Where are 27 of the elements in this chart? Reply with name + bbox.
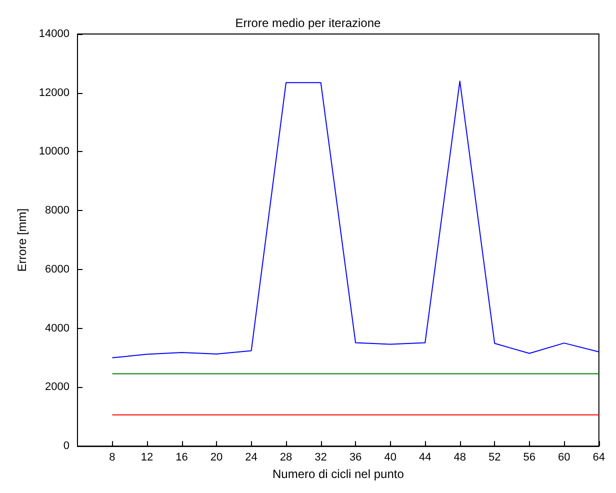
y-tick-label: 6000 — [45, 263, 70, 276]
x-tick-label: 12 — [140, 452, 154, 464]
x-tick-label: 56 — [523, 452, 536, 464]
x-tick-label: 60 — [558, 452, 570, 464]
x-tick-label: 52 — [488, 452, 501, 464]
line-series — [112, 80, 600, 358]
y-tick-label: 12000 — [38, 86, 70, 99]
x-tick-label: 64 — [592, 452, 606, 464]
y-tick-label: 4000 — [45, 322, 70, 334]
x-tick-label: 36 — [349, 452, 362, 464]
y-axis-title: Errore [mm] — [15, 208, 29, 272]
x-tick-label: 40 — [384, 452, 396, 464]
x-tick-label: 48 — [454, 452, 466, 464]
x-tick-label: 20 — [210, 452, 223, 464]
chart-title: Errore medio per iterazione — [235, 16, 382, 30]
x-tick-label: 8 — [109, 452, 116, 464]
x-tick-label: 16 — [176, 452, 188, 464]
y-tick-label: 14000 — [38, 28, 70, 40]
x-tick-label: 32 — [314, 452, 327, 464]
y-tick-label: 2000 — [45, 381, 70, 394]
x-tick-label: 28 — [280, 452, 292, 464]
x-tick-label: 44 — [418, 452, 432, 464]
y-tick-label: 0 — [63, 440, 70, 452]
x-axis-title: Numero di cicli nel punto — [272, 467, 404, 481]
y-tick-label: 8000 — [45, 204, 70, 217]
y-tick-label: 10000 — [38, 146, 70, 158]
x-tick-label: 24 — [245, 452, 258, 464]
